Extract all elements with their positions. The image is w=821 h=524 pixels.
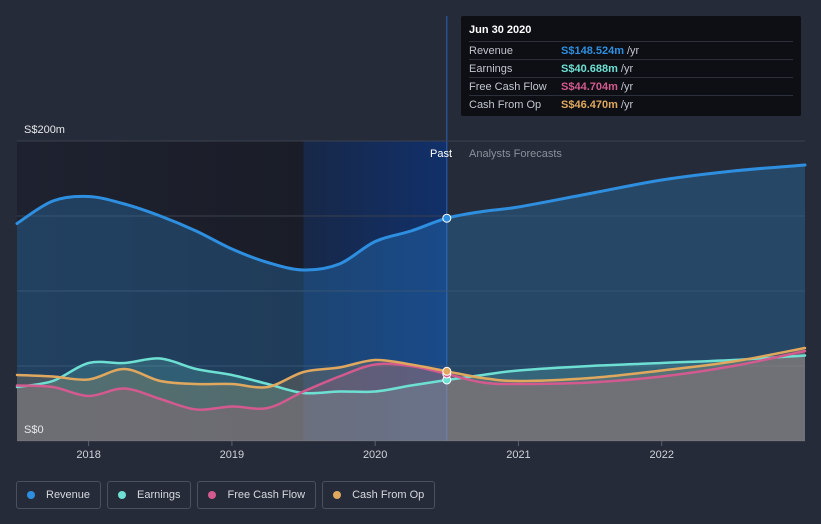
y-axis-top-label: S$200m [24, 124, 65, 136]
cash-from-op-dot-icon [333, 491, 342, 499]
legend-item-free-cash-flow[interactable]: Free Cash Flow [197, 481, 317, 509]
tooltip-row-unit: /yr [620, 80, 634, 93]
free-cash-flow-area [17, 351, 805, 441]
tooltip-row-label: Free Cash Flow [469, 80, 547, 93]
x-tick-label: 2022 [649, 449, 673, 461]
tooltip-row-unit: /yr [620, 62, 634, 75]
revenue-dot-icon [27, 491, 35, 499]
tooltip-markers [442, 213, 452, 385]
free-cash-flow-dot-icon [208, 491, 217, 499]
earnings-dot-icon [118, 491, 127, 499]
axes: S$200m S$0 Past Analysts Forecasts 2018 2… [24, 124, 674, 461]
tooltip-row-value: S$40.688m [561, 62, 618, 75]
tooltip-row-earnings: Earnings S$40.688m /yr [469, 59, 793, 77]
tooltip: Jun 30 2020 Revenue S$148.524m /yr Earni… [461, 16, 801, 116]
tooltip-row-unit: /yr [620, 98, 634, 111]
tooltip-row-value: S$46.470m [561, 98, 618, 111]
cash-from-op-line [15, 346, 807, 389]
legend-label: Revenue [46, 489, 91, 501]
legend-label: Earnings [137, 489, 181, 501]
x-tick-label: 2021 [506, 449, 530, 461]
legend: Revenue Earnings Free Cash Flow Cash Fro… [16, 481, 436, 509]
x-tick-label: 2018 [76, 449, 100, 461]
tooltip-row-cash-from-op: Cash From Op S$46.470m /yr [469, 95, 793, 113]
cash-from-op-marker [442, 366, 452, 376]
past-label: Past [430, 148, 452, 160]
tooltip-row-label: Earnings [469, 62, 513, 75]
y-axis-bottom-label: S$0 [24, 424, 44, 436]
revenue-line [15, 163, 807, 272]
earnings-line [15, 354, 807, 395]
legend-item-cash-from-op[interactable]: Cash From Op [322, 481, 436, 509]
series-lines [15, 163, 807, 411]
tooltip-row-label: Revenue [469, 44, 514, 57]
x-tick-label: 2020 [363, 449, 387, 461]
x-tick-label: 2019 [220, 449, 244, 461]
revenue-marker [442, 213, 452, 223]
legend-item-revenue[interactable]: Revenue [16, 481, 102, 509]
tooltip-row-value: S$148.524m [561, 44, 624, 57]
legend-label: Cash From Op [352, 489, 425, 501]
tooltip-row-label: Cash From Op [469, 98, 542, 111]
tooltip-row-value: S$44.704m [561, 80, 618, 93]
cash-from-op-area [17, 348, 805, 441]
tooltip-date: Jun 30 2020 [469, 24, 532, 36]
forecast-label: Analysts Forecasts [469, 148, 562, 160]
legend-item-earnings[interactable]: Earnings [107, 481, 192, 509]
tooltip-row-revenue: Revenue S$148.524m /yr [469, 41, 793, 59]
tooltip-row-unit: /yr [627, 44, 640, 57]
tooltip-row-free-cash-flow: Free Cash Flow S$44.704m /yr [469, 77, 793, 95]
legend-label: Free Cash Flow [227, 489, 306, 501]
free-cash-flow-line [15, 349, 807, 411]
